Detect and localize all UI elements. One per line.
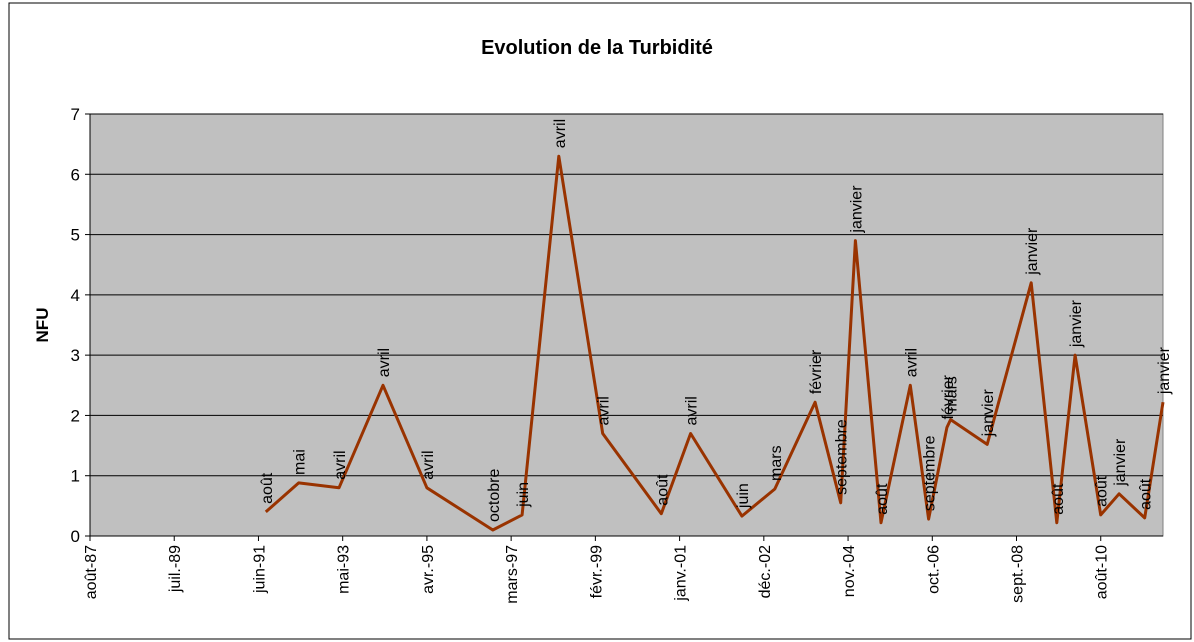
y-tick-label: 3 bbox=[71, 346, 80, 365]
y-tick-label: 6 bbox=[71, 165, 80, 184]
x-tick-label: déc.-02 bbox=[757, 545, 774, 598]
data-label: août bbox=[1094, 475, 1111, 507]
y-axis-label: NFU bbox=[33, 308, 52, 343]
x-tick-label: mars-97 bbox=[504, 545, 521, 604]
data-label: janvier bbox=[1024, 227, 1041, 276]
data-label: janvier bbox=[1068, 299, 1085, 348]
data-label: octobre bbox=[486, 469, 503, 522]
x-tick-label: févr.-99 bbox=[588, 545, 605, 598]
data-label: avril bbox=[376, 348, 393, 377]
y-tick-label: 4 bbox=[71, 286, 80, 305]
data-label: août bbox=[654, 474, 671, 506]
data-label: février bbox=[940, 374, 957, 419]
x-tick-label: janv.-01 bbox=[673, 545, 690, 602]
data-label: février bbox=[808, 349, 825, 394]
data-label: septembre bbox=[834, 419, 851, 495]
x-tick-label: nov.-04 bbox=[841, 545, 858, 597]
data-label: avril bbox=[596, 396, 613, 425]
data-label: août bbox=[259, 472, 276, 504]
data-label: avril bbox=[420, 450, 437, 479]
data-label: septembre bbox=[922, 435, 939, 511]
y-tick-label: 2 bbox=[71, 406, 80, 425]
x-tick-label: juil.-89 bbox=[167, 545, 184, 593]
y-tick-label: 5 bbox=[71, 226, 80, 245]
x-tick-label: mai-93 bbox=[336, 545, 353, 594]
x-tick-label: juin-91 bbox=[251, 545, 268, 594]
data-label: août bbox=[1050, 483, 1067, 515]
data-label: avril bbox=[684, 396, 701, 425]
data-label: janvier bbox=[1112, 438, 1129, 487]
data-label: avril bbox=[903, 348, 920, 377]
x-tick-label: août-10 bbox=[1094, 545, 1111, 599]
data-label: avril bbox=[552, 119, 569, 148]
data-label: août bbox=[1138, 478, 1155, 510]
series-line bbox=[264, 154, 1165, 532]
x-tick-label: avr.-95 bbox=[420, 545, 437, 594]
x-tick-label: oct.-06 bbox=[925, 545, 942, 594]
x-tick-label: août-87 bbox=[83, 545, 100, 599]
data-label: août bbox=[874, 483, 891, 515]
data-label: janvier bbox=[848, 185, 865, 234]
data-label: mars bbox=[944, 376, 961, 412]
data-label: juin bbox=[515, 482, 532, 508]
data-label: mai bbox=[292, 449, 309, 475]
data-label: janvier bbox=[1156, 346, 1173, 395]
data-label: janvier bbox=[980, 389, 997, 438]
y-tick-label: 1 bbox=[71, 467, 80, 486]
x-tick-label: sept.-08 bbox=[1010, 545, 1027, 603]
data-label: mars bbox=[768, 445, 785, 481]
plot-area bbox=[89, 113, 1164, 537]
y-tick-label: 7 bbox=[71, 105, 80, 124]
data-label: avril bbox=[332, 450, 349, 479]
y-tick-label: 0 bbox=[71, 527, 80, 546]
chart-title: Evolution de la Turbidité bbox=[481, 37, 713, 59]
data-label: juin bbox=[735, 483, 752, 509]
